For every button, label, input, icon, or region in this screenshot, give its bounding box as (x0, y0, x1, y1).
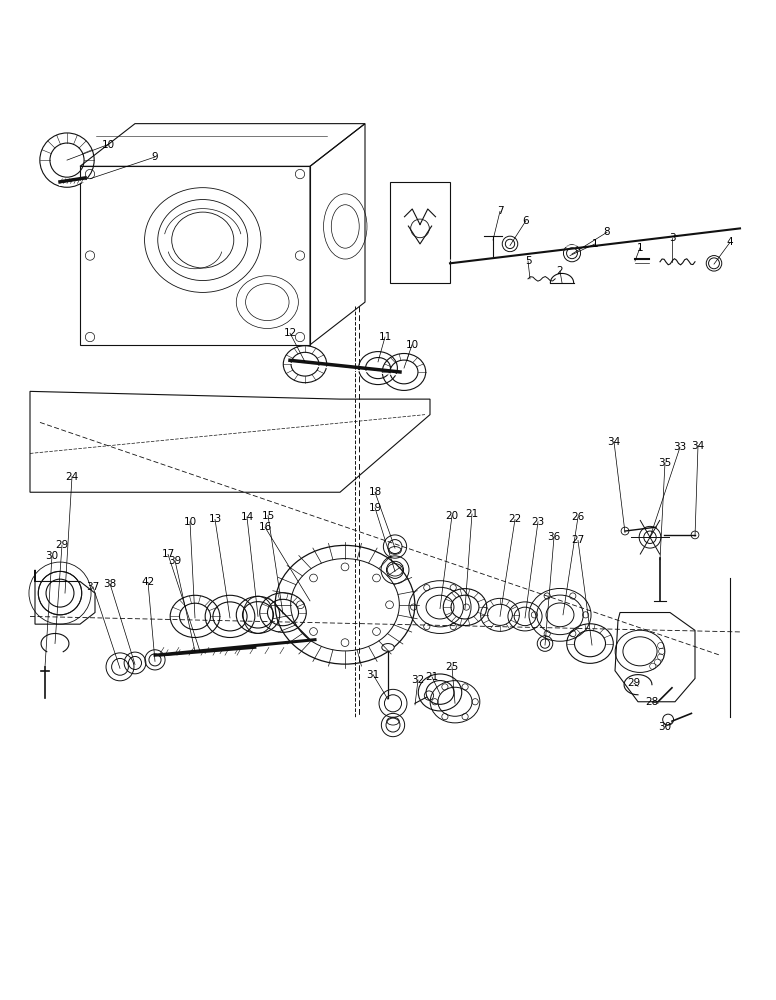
Text: 3: 3 (669, 233, 675, 243)
Text: 39: 39 (168, 556, 182, 566)
Text: 10: 10 (183, 517, 196, 527)
Text: 36: 36 (547, 532, 560, 542)
Text: 18: 18 (369, 487, 382, 497)
Ellipse shape (382, 644, 394, 651)
Text: 28: 28 (646, 697, 659, 707)
Text: 27: 27 (571, 535, 584, 545)
Text: 10: 10 (102, 140, 115, 150)
Text: 34: 34 (608, 437, 621, 447)
Text: 12: 12 (283, 328, 296, 338)
Text: 37: 37 (86, 582, 99, 592)
Text: 9: 9 (151, 152, 158, 162)
Text: 23: 23 (532, 517, 545, 527)
Text: 1: 1 (591, 239, 598, 249)
Text: 30: 30 (46, 551, 58, 561)
Text: 2: 2 (556, 266, 563, 276)
Text: 29: 29 (55, 540, 68, 550)
Text: 17: 17 (161, 549, 175, 559)
Text: 8: 8 (604, 227, 610, 237)
Text: 11: 11 (379, 332, 392, 342)
Text: 30: 30 (659, 722, 671, 732)
Text: 35: 35 (658, 458, 671, 468)
Text: 29: 29 (627, 678, 641, 688)
Text: 4: 4 (726, 237, 733, 247)
Text: 15: 15 (262, 511, 275, 521)
Text: 22: 22 (508, 514, 521, 524)
Text: 7: 7 (497, 206, 504, 216)
Text: 33: 33 (674, 442, 687, 452)
Text: 25: 25 (445, 662, 459, 672)
Text: 32: 32 (411, 675, 424, 685)
Text: 21: 21 (466, 509, 479, 519)
Text: 5: 5 (525, 256, 532, 266)
Text: 14: 14 (241, 512, 254, 522)
Text: 20: 20 (445, 511, 459, 521)
Text: 26: 26 (571, 512, 584, 522)
Text: 13: 13 (209, 514, 222, 524)
Text: 10: 10 (405, 340, 418, 350)
Text: 6: 6 (523, 216, 529, 226)
Text: 31: 31 (366, 670, 379, 680)
Text: 19: 19 (369, 503, 382, 513)
Text: 16: 16 (258, 522, 272, 532)
Text: 34: 34 (691, 441, 705, 451)
Text: 38: 38 (103, 579, 116, 589)
Text: 21: 21 (425, 672, 438, 682)
Text: 42: 42 (141, 577, 154, 587)
Text: 1: 1 (636, 243, 643, 253)
Text: 24: 24 (65, 472, 78, 482)
